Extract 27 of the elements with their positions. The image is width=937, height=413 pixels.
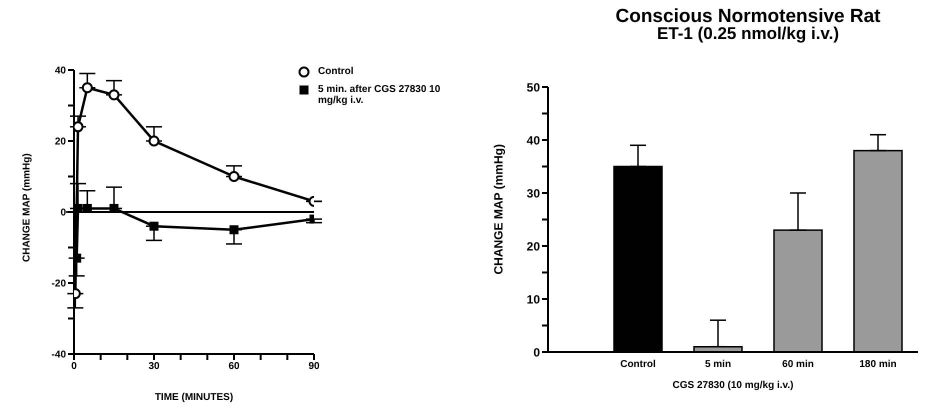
x-tick-label: 60 bbox=[228, 361, 240, 372]
y-tick-label: 20 bbox=[526, 239, 540, 254]
chart-title: Conscious Normotensive Rat bbox=[614, 6, 882, 27]
x-tick-label: 30 bbox=[148, 361, 160, 372]
y-tick-label: -20 bbox=[52, 278, 66, 290]
y-tick-label: 40 bbox=[526, 133, 540, 148]
x-tick-label: 180 min bbox=[859, 359, 897, 370]
y-tick-label: 20 bbox=[54, 136, 66, 148]
x-tick-label: Control bbox=[620, 359, 656, 370]
y-tick-label: 50 bbox=[526, 80, 540, 94]
y-tick-label: 40 bbox=[54, 66, 66, 77]
y-tick-label: 30 bbox=[526, 186, 540, 200]
y-tick-label: 10 bbox=[526, 292, 540, 306]
x-axis-title: CGS 27830 (10 mg/kg i.v.) bbox=[672, 380, 794, 391]
y-tick-label: 0 bbox=[533, 345, 540, 360]
chart-subtitle: ET-1 (0.25 nmol/kg i.v.) bbox=[656, 24, 840, 43]
y-tick-label: -40 bbox=[52, 350, 66, 361]
x-axis-title: TIME (MINUTES) bbox=[154, 392, 234, 403]
y-axis-title: CHANGE MAP (mmHg) bbox=[491, 144, 506, 274]
legend-label: 5 min. after CGS 27830 10 mg/kg i.v. bbox=[318, 84, 442, 106]
x-tick-label: 0 bbox=[71, 361, 78, 372]
y-axis-title: CHANGE MAP (mmHg) bbox=[22, 153, 33, 262]
legend-label: Control bbox=[318, 66, 354, 77]
x-tick-label: 90 bbox=[308, 361, 320, 372]
x-tick-label: 60 min bbox=[782, 359, 814, 370]
x-tick-label: 5 min bbox=[704, 359, 732, 370]
y-tick-label: 0 bbox=[60, 208, 66, 219]
